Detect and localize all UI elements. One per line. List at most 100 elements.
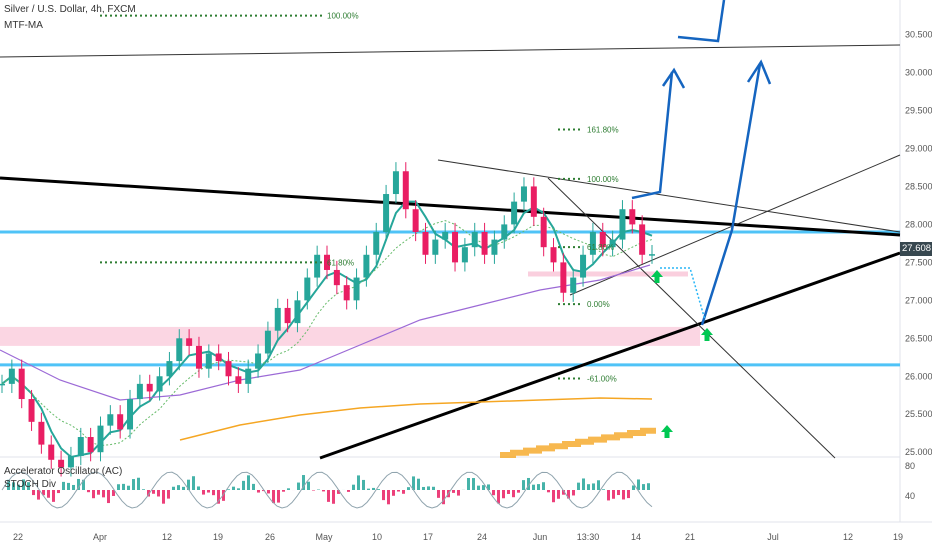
fib-label: 61.80% <box>587 243 614 252</box>
oscillator-bar <box>367 489 370 490</box>
oscillator-bar <box>622 490 625 499</box>
oscillator-bar <box>597 480 600 490</box>
candle-body <box>19 369 25 399</box>
oscillator-bar <box>642 484 645 490</box>
price-tick: 30.000 <box>905 68 932 78</box>
price-tick: 29.500 <box>905 106 932 116</box>
price-tick: 29.000 <box>905 143 932 153</box>
fib-label: 100.00% <box>587 175 619 184</box>
candle-body <box>294 300 300 323</box>
oscillator-bar <box>607 490 610 500</box>
candle-body <box>186 338 192 346</box>
indicator-label[interactable]: MTF-MA <box>4 20 43 32</box>
oscillator-bar <box>207 490 210 493</box>
time-tick: 19 <box>213 532 223 542</box>
oscillator-bar <box>197 486 200 490</box>
oscillator-bar <box>537 484 540 490</box>
oscillator-bar <box>137 478 140 490</box>
candle-body <box>393 171 399 194</box>
candle-body <box>206 353 212 368</box>
candle-body <box>147 384 153 392</box>
time-tick: 17 <box>423 532 433 542</box>
oscillator-bar <box>397 490 400 492</box>
candle-body <box>29 399 35 422</box>
oscillator-bar <box>247 475 250 490</box>
oscillator-label[interactable]: Accelerator Oscillator (AC) <box>4 466 122 478</box>
price-axis[interactable]: 30.50030.00029.50029.00028.50028.00027.5… <box>905 30 932 501</box>
oscillator-bar <box>592 483 595 490</box>
oscillator-bar <box>427 486 430 490</box>
oscillator-bar <box>232 487 235 490</box>
oscillator-bar <box>242 481 245 490</box>
oscillator-bar <box>297 483 300 490</box>
oscillator-label-2[interactable]: STOCH Div <box>4 479 56 491</box>
oscillator-bar <box>542 482 545 490</box>
oscillator-bar <box>237 488 240 490</box>
candle-body <box>560 262 566 292</box>
oscillator-bar <box>322 490 325 491</box>
fib-label: 100.00% <box>327 12 359 21</box>
oscillator-bar <box>277 490 280 503</box>
oscillator-bar <box>92 490 95 498</box>
oscillator-bar <box>627 490 630 498</box>
oscillator-bar <box>347 490 350 492</box>
candle-body <box>245 369 251 384</box>
oscillator-bar <box>167 490 170 499</box>
price-tick: 25.000 <box>905 447 932 457</box>
time-tick: Apr <box>93 532 107 542</box>
oscillator-bar <box>162 490 165 504</box>
candle-body <box>226 361 232 376</box>
oscillator-bar <box>582 478 585 490</box>
symbol-title[interactable]: Silver / U.S. Dollar, 4h, FXCM <box>4 4 136 16</box>
candle-body <box>88 437 94 452</box>
candle-body <box>166 361 172 376</box>
oscillator-bar <box>507 490 510 494</box>
candle-body <box>649 254 655 256</box>
candle-body <box>491 240 497 255</box>
oscillator-bar <box>422 487 425 490</box>
oscillator-bar <box>497 490 500 504</box>
oscillator-bar <box>452 490 455 493</box>
oscillator-bar <box>362 480 365 490</box>
candle-body <box>48 445 54 460</box>
oscillator-bar <box>47 490 50 498</box>
oscillator-bar <box>37 490 40 500</box>
candle-body <box>176 338 182 361</box>
oscillator-bar <box>192 476 195 490</box>
oscillator-bar <box>552 490 555 502</box>
oscillator-bar <box>142 489 145 490</box>
candle-body <box>619 209 625 239</box>
oscillator-bar <box>357 475 360 490</box>
oscillator-bar <box>52 490 55 502</box>
time-tick: 19 <box>893 532 903 542</box>
candle-body <box>127 399 133 429</box>
oscillator-bar <box>512 490 515 497</box>
oscillator-bar <box>182 487 185 490</box>
oscillator-bar <box>402 490 405 494</box>
oscillator-bar <box>577 483 580 490</box>
candle-body <box>501 224 507 239</box>
oscillator-bar <box>467 478 470 490</box>
fib-label: 161.80% <box>587 125 619 134</box>
price-tick: 26.500 <box>905 333 932 343</box>
candle-body <box>275 308 281 331</box>
candle-body <box>9 369 15 384</box>
time-tick: Jul <box>767 532 779 542</box>
candle-body <box>373 232 379 255</box>
candle-body <box>432 240 438 255</box>
oscillator-bar <box>637 479 640 490</box>
candle-body <box>38 422 44 445</box>
oscillator-bar <box>282 490 285 492</box>
main-pane <box>0 0 900 456</box>
candle-body <box>157 376 163 391</box>
oscillator-bar <box>97 490 100 495</box>
oscillator-bar <box>532 485 535 490</box>
candle-body <box>363 255 369 278</box>
oscillator-bar <box>252 484 255 490</box>
fib-label: 61.80% <box>327 258 354 267</box>
oscillator-bar <box>392 490 395 496</box>
price-tick: 28.500 <box>905 181 932 191</box>
